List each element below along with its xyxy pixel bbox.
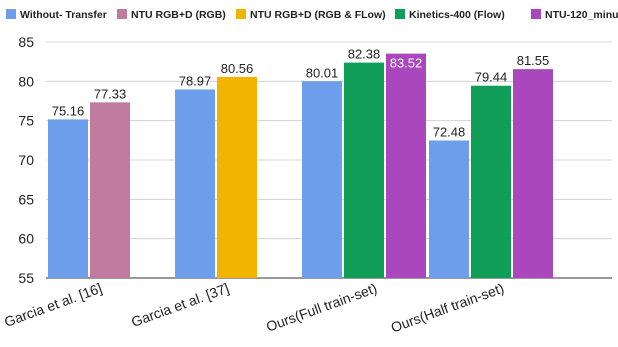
bar: [302, 81, 342, 278]
y-tick-label: 80: [18, 73, 34, 89]
legend-label: NTU-120_minus_60 (Flow): [545, 9, 618, 21]
legend-label: NTU RGB+D (RGB & FLow): [250, 9, 386, 21]
data-label: 77.33: [94, 86, 127, 101]
x-tick-label: Garcia et al. [16]: [2, 280, 104, 330]
bar: [48, 119, 88, 279]
y-tick-label: 65: [18, 191, 34, 207]
x-tick-label: Garcia et al. [37]: [129, 280, 231, 330]
y-tick-label: 85: [18, 34, 34, 50]
bar: [471, 85, 511, 278]
bar: [175, 89, 215, 278]
x-tick-label: Ours(Half train-set): [389, 280, 506, 336]
legend-swatch: [236, 9, 246, 19]
x-tick-label: Ours(Full train-set): [264, 280, 379, 335]
bar: [344, 62, 384, 278]
y-tick-label: 60: [18, 231, 34, 247]
y-tick-label: 70: [18, 152, 34, 168]
y-tick-label: 75: [18, 113, 34, 129]
legend-label: Without- Transfer: [20, 9, 107, 21]
data-label: 79.44: [475, 70, 508, 85]
data-label: 83.52: [390, 56, 423, 71]
legend-swatch: [117, 9, 127, 19]
bar: [429, 140, 469, 278]
bar: [90, 102, 130, 278]
bar: [513, 69, 553, 278]
data-label: 78.97: [179, 73, 212, 88]
legend-label: Kinetics-400 (Flow): [409, 9, 505, 21]
data-label: 75.16: [52, 103, 85, 118]
y-tick-label: 55: [18, 270, 34, 286]
legend-label: NTU RGB+D (RGB): [131, 9, 226, 21]
data-label: 80.01: [306, 65, 339, 80]
data-label: 80.56: [221, 61, 254, 76]
legend-swatch: [6, 9, 16, 19]
data-label: 82.38: [348, 47, 381, 62]
bar: [217, 76, 257, 278]
data-label: 72.48: [433, 124, 466, 139]
data-label: 81.55: [517, 53, 550, 68]
legend-swatch: [531, 9, 541, 19]
legend-swatch: [395, 9, 405, 19]
bar: [386, 53, 426, 278]
